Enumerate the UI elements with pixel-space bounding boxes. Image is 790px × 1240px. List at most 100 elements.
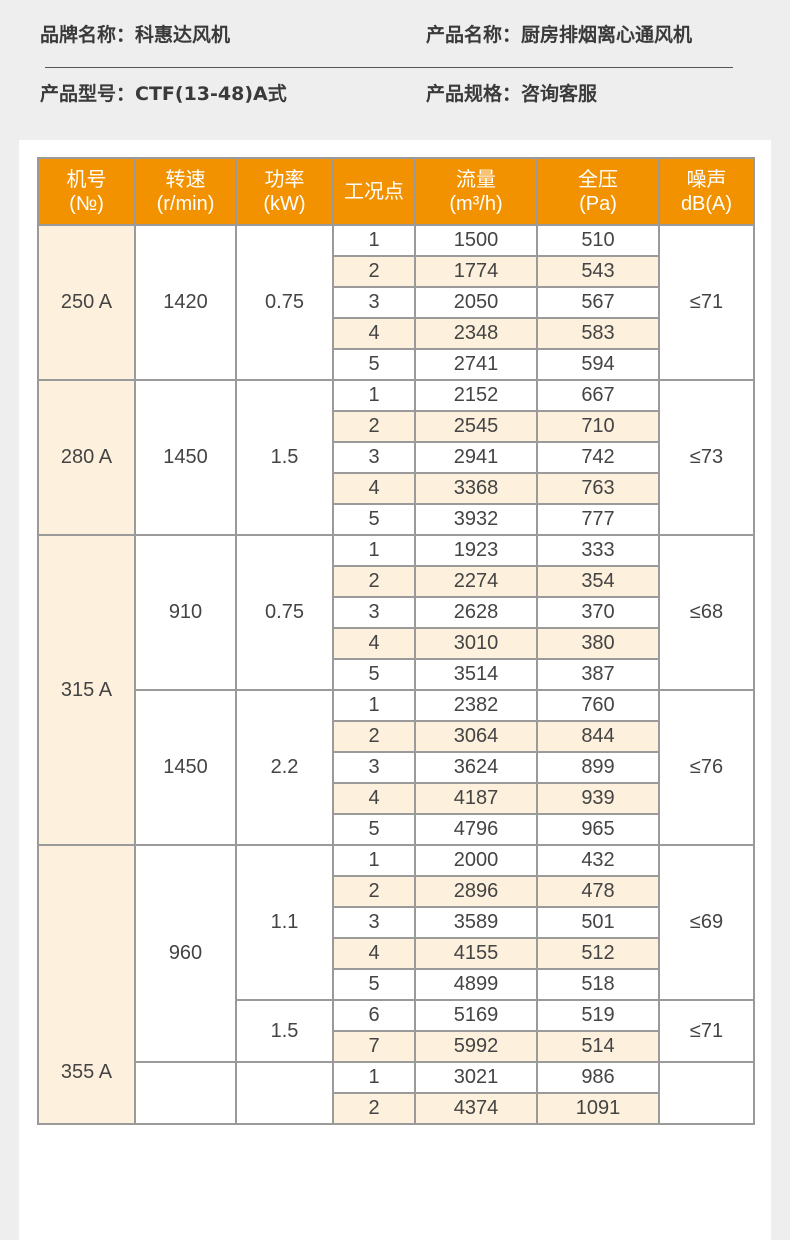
point-cell: 3 <box>332 441 416 474</box>
flow-cell: 3010 <box>414 627 538 660</box>
flow-cell: 3514 <box>414 658 538 691</box>
power-cell: 0.75 <box>235 224 334 381</box>
noise-cell: ≤71 <box>658 999 755 1063</box>
flow-cell: 4796 <box>414 813 538 846</box>
table-row: 3 2628 370 <box>38 596 754 629</box>
point-cell: 1 <box>332 689 416 722</box>
flow-cell: 2274 <box>414 565 538 598</box>
header-line1: 工况点 <box>344 180 404 203</box>
flow-cell: 2741 <box>414 348 538 381</box>
flow-cell: 4187 <box>414 782 538 815</box>
pressure-cell: 512 <box>536 937 660 970</box>
flow-cell: 2545 <box>414 410 538 443</box>
flow-cell: 2896 <box>414 875 538 908</box>
flow-cell: 3368 <box>414 472 538 505</box>
pressure-cell: 432 <box>536 844 660 877</box>
header-line1: 流量 <box>456 168 496 191</box>
noise-cell <box>658 1061 755 1125</box>
flow-cell: 2152 <box>414 379 538 412</box>
model-cell: 355 A <box>37 844 136 1125</box>
pressure-cell: 519 <box>536 999 660 1032</box>
name-field: 产品名称：厨房排烟离心通风机 <box>426 20 752 47</box>
point-cell: 4 <box>332 472 416 505</box>
pressure-cell: 333 <box>536 534 660 567</box>
pressure-cell: 510 <box>536 224 660 257</box>
point-cell: 6 <box>332 999 416 1032</box>
pressure-cell: 518 <box>536 968 660 1001</box>
point-cell: 5 <box>332 658 416 691</box>
header-line2: (kW) <box>263 192 306 215</box>
pressure-cell: 543 <box>536 255 660 288</box>
point-cell: 3 <box>332 596 416 629</box>
point-cell: 2 <box>332 875 416 908</box>
point-cell: 1 <box>332 224 416 257</box>
header-cell: 噪声 dB(A) <box>658 157 755 226</box>
flow-cell: 4155 <box>414 937 538 970</box>
header-cell: 全压 (Pa) <box>536 157 660 226</box>
table-row: 3 2941 742 <box>38 441 754 474</box>
pressure-cell: 594 <box>536 348 660 381</box>
point-cell: 2 <box>332 410 416 443</box>
pressure-cell: 354 <box>536 565 660 598</box>
noise-cell: ≤69 <box>658 844 755 1001</box>
table-row: 355 A 960 1.1 1 2000 432 ≤69 <box>37 844 755 1125</box>
table-row: 5 4899 518 <box>38 968 754 1001</box>
pressure-cell: 986 <box>536 1061 660 1094</box>
point-cell: 5 <box>332 348 416 381</box>
model-cell: 250 A <box>37 224 136 381</box>
flow-cell: 2050 <box>414 286 538 319</box>
point-cell: 3 <box>332 286 416 319</box>
name-label: 产品名称： <box>426 23 522 46</box>
header-cell: 流量 (m³/h) <box>414 157 538 226</box>
header-line2: dB(A) <box>680 192 733 215</box>
point-cell: 2 <box>332 565 416 598</box>
pressure-cell: 583 <box>536 317 660 350</box>
power-cell <box>235 1061 334 1125</box>
pressure-cell: 1091 <box>536 1092 660 1125</box>
point-cell: 4 <box>332 782 416 815</box>
table-row: 3 2050 567 <box>38 286 754 319</box>
pressure-cell: 939 <box>536 782 660 815</box>
model-cell: 280 A <box>37 379 136 536</box>
pressure-cell: 667 <box>536 379 660 412</box>
table-row: 2 2896 478 <box>38 875 754 908</box>
flow-cell: 2941 <box>414 441 538 474</box>
flow-cell: 2628 <box>414 596 538 629</box>
header-line1: 机号 <box>66 168 107 191</box>
brand-field: 品牌名称：科惠达风机 <box>40 20 426 47</box>
model-field: 产品型号：CTF(13-48)A式 <box>40 79 426 106</box>
header-cell: 工况点 <box>332 157 416 226</box>
table-row: 250 A 1420 0.75 1 1500 510 ≤71 <box>37 224 755 381</box>
point-cell: 1 <box>332 1061 416 1094</box>
flow-cell: 3064 <box>414 720 538 753</box>
power-cell: 0.75 <box>235 534 334 691</box>
speed-cell: 1450 <box>134 379 237 536</box>
noise-cell: ≤73 <box>658 379 755 536</box>
speed-cell: 1420 <box>134 224 237 381</box>
table-row: 280 A 1450 1.5 1 2152 667 ≤73 <box>37 379 755 536</box>
table-row: 4 4155 512 <box>38 937 754 970</box>
pressure-cell: 478 <box>536 875 660 908</box>
table-row: 1450 2.2 1 2382 760 ≤76 <box>38 689 755 846</box>
point-cell: 5 <box>332 813 416 846</box>
point-cell: 7 <box>332 1030 416 1063</box>
point-cell: 1 <box>332 379 416 412</box>
header-cell: 机号 (№) <box>37 157 136 226</box>
header-line2: (m³/h) <box>449 192 503 215</box>
brand-value: 科惠达风机 <box>135 23 231 46</box>
point-cell: 4 <box>332 317 416 350</box>
power-cell: 1.1 <box>235 844 334 1001</box>
point-cell: 1 <box>332 844 416 877</box>
header-line1: 噪声 <box>686 168 727 191</box>
pressure-cell: 514 <box>536 1030 660 1063</box>
pressure-cell: 567 <box>536 286 660 319</box>
name-value: 厨房排烟离心通风机 <box>521 23 693 46</box>
noise-cell: ≤71 <box>658 224 755 381</box>
table-row: 2 1774 543 <box>38 255 754 288</box>
model-value: CTF(13-48)A式 <box>135 82 287 105</box>
header-cell: 功率 (kW) <box>235 157 334 226</box>
pressure-cell: 777 <box>536 503 660 536</box>
model-label: 产品型号： <box>40 82 136 105</box>
table-row: 5 4796 965 <box>38 813 754 846</box>
point-cell: 1 <box>332 534 416 567</box>
